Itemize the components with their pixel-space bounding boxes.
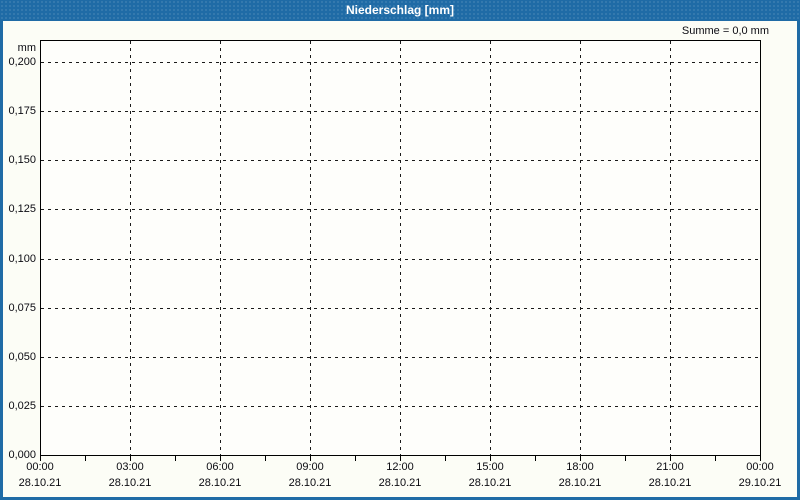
x-date-label: 28.10.21	[648, 477, 692, 489]
y-tick-label: 0,175	[8, 105, 36, 118]
x-grid-line	[490, 41, 491, 455]
x-time-label: 18:00	[566, 461, 594, 473]
y-tick-label: 0,200	[8, 56, 36, 68]
x-grid-line	[580, 41, 581, 455]
x-tick-mark	[715, 456, 716, 461]
x-tick-mark	[400, 456, 401, 461]
x-time-label: 00:00	[26, 461, 54, 473]
x-date-label: 28.10.21	[558, 477, 602, 489]
x-time-label: 03:00	[116, 461, 144, 473]
x-tick-mark	[130, 456, 131, 461]
plot-area	[40, 40, 761, 456]
y-tick-label: 0,000	[8, 449, 36, 461]
x-time-label: 21:00	[656, 461, 684, 473]
x-tick-mark	[625, 456, 626, 461]
x-time-label: 09:00	[296, 461, 324, 473]
x-grid-line	[310, 41, 311, 455]
x-tick-mark	[265, 456, 266, 461]
x-time-label: 06:00	[206, 461, 234, 473]
sum-label: Summe = 0,0 mm	[681, 25, 769, 37]
x-grid-line	[670, 41, 671, 455]
x-tick-mark	[175, 456, 176, 461]
x-tick-mark	[490, 456, 491, 461]
x-time-label: 12:00	[386, 461, 414, 473]
x-date-label: 28.10.21	[198, 477, 242, 489]
window-title: Niederschlag [mm]	[345, 3, 455, 17]
x-date-label: 28.10.21	[288, 477, 332, 489]
chart-content: Summe = 0,0 mm mm 0,000 0,025 0,050 0,075 0,…	[3, 21, 797, 497]
y-tick-label: 0,075	[8, 301, 36, 314]
x-date-label: 28.10.21	[378, 477, 422, 489]
y-tick-label: 0,125	[8, 203, 36, 216]
x-tick-mark	[535, 456, 536, 461]
x-time-label: 15:00	[476, 461, 504, 473]
x-grid-line	[220, 41, 221, 455]
window-titlebar: Niederschlag [mm]	[0, 0, 800, 21]
x-grid-line	[130, 41, 131, 455]
x-tick-mark	[445, 456, 446, 461]
x-date-label: 29.10.21	[738, 477, 782, 489]
x-tick-mark	[760, 456, 761, 461]
x-tick-mark	[40, 456, 41, 461]
x-tick-mark	[580, 456, 581, 461]
y-tick-label: 0,150	[8, 154, 36, 167]
x-grid-line	[400, 41, 401, 455]
x-tick-mark	[355, 456, 356, 461]
y-tick-label: 0,050	[8, 350, 36, 363]
y-tick-label: 0,025	[8, 399, 36, 412]
x-date-label: 28.10.21	[18, 477, 62, 489]
x-date-label: 28.10.21	[468, 477, 512, 489]
x-tick-mark	[220, 456, 221, 461]
x-tick-mark	[310, 456, 311, 461]
x-time-label: 00:00	[746, 461, 774, 473]
x-date-label: 28.10.21	[108, 477, 152, 489]
y-tick-label: 0,100	[8, 252, 36, 265]
x-tick-mark	[670, 456, 671, 461]
y-axis-unit-label: mm	[17, 42, 36, 54]
x-tick-mark	[85, 456, 86, 461]
